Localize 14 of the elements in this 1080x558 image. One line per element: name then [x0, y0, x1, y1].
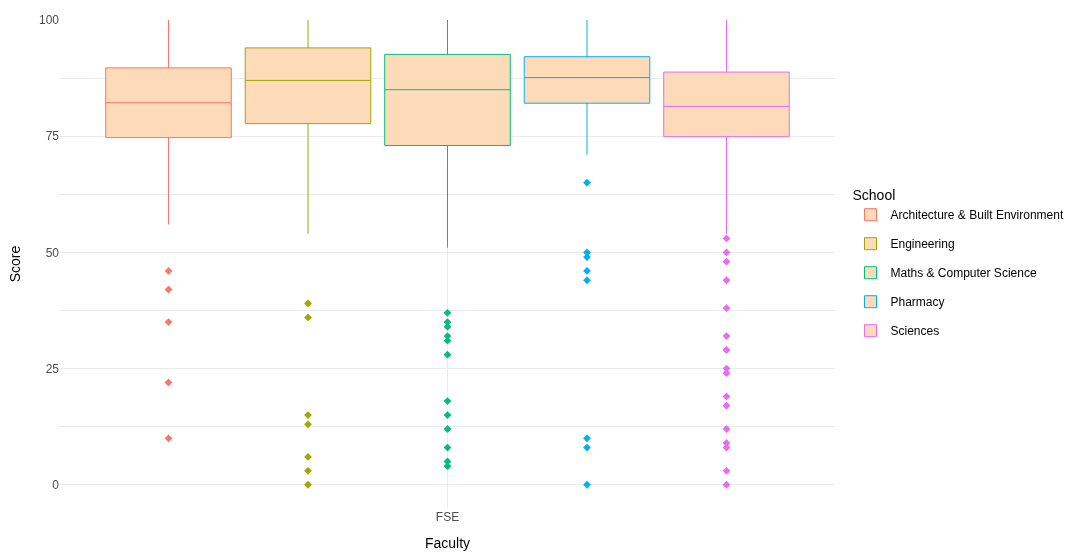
y-tick-label: 100: [38, 13, 60, 28]
y-tick-label: 50: [45, 245, 60, 260]
x-axis-title: Faculty: [424, 535, 471, 552]
legend-title: School: [852, 187, 896, 204]
legend-label: Maths & Computer Science: [890, 266, 1037, 281]
legend-label: Architecture & Built Environment: [890, 208, 1064, 223]
y-axis-title: Score: [6, 245, 23, 283]
y-tick-label: 25: [45, 361, 60, 376]
legend-label: Pharmacy: [890, 295, 945, 310]
y-tick-label: 75: [45, 129, 60, 144]
legend-label: Engineering: [890, 237, 955, 252]
legend-label: Sciences: [890, 324, 940, 339]
y-tick-label: 0: [52, 477, 60, 492]
x-tick-label: FSE: [435, 510, 460, 524]
